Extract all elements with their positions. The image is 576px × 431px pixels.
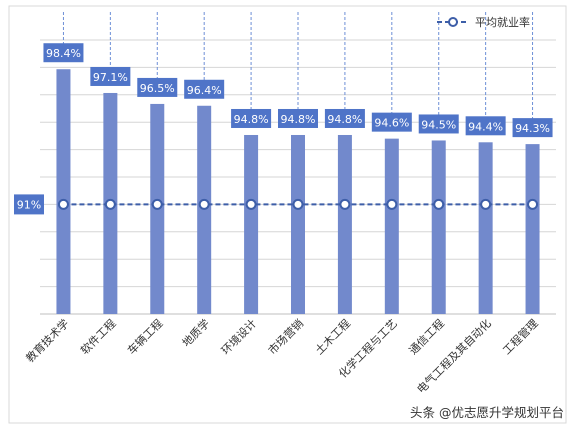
value-label: 94.5% — [421, 118, 456, 131]
value-label: 98.4% — [46, 47, 81, 60]
watermark-text: 头条 @优志愿升学规划平台 — [410, 405, 564, 420]
value-label: 94.3% — [515, 122, 550, 135]
legend: 平均就业率 — [437, 15, 530, 29]
value-label-box — [324, 108, 365, 128]
x-tick-label: 环境设计 — [218, 316, 259, 357]
bar-6 — [337, 134, 352, 314]
average-marker — [480, 198, 492, 210]
value-label-box — [90, 66, 131, 86]
average-marker — [292, 198, 304, 210]
value-label-box — [137, 77, 178, 97]
average-marker — [527, 198, 539, 210]
average-marker — [386, 198, 398, 210]
x-tick-label: 工程管理 — [500, 316, 541, 357]
value-label-box — [231, 108, 272, 128]
value-label-box — [278, 108, 318, 128]
x-tick-label: 市场营销 — [265, 316, 306, 357]
x-tick-label: 软件工程 — [77, 316, 118, 357]
average-marker — [339, 198, 351, 210]
value-labels: 98.4% 97.1% 96.5% 96.4% 94.8% 94.8% 94.8% 94.6%… — [43, 43, 553, 138]
average-marker — [151, 198, 163, 210]
x-tick-label: 车辆工程 — [124, 316, 165, 357]
average-line-group: 91% — [14, 194, 539, 215]
bar-9 — [478, 142, 493, 314]
bar-4 — [244, 134, 259, 314]
value-label: 96.5% — [140, 82, 175, 95]
bars — [56, 69, 540, 315]
bar-7 — [384, 138, 399, 314]
value-label: 94.8% — [327, 113, 362, 126]
average-marker — [433, 198, 445, 210]
average-marker — [57, 198, 69, 210]
value-label: 97.1% — [93, 71, 128, 84]
bar-10 — [525, 144, 540, 314]
value-label-box — [371, 112, 412, 132]
value-label-box — [465, 116, 506, 136]
value-label: 94.4% — [468, 120, 503, 133]
average-marker — [104, 198, 116, 210]
bar-8 — [431, 140, 446, 314]
legend-label: 平均就业率 — [475, 15, 530, 29]
value-label-box — [43, 43, 84, 63]
chart-border — [8, 5, 567, 424]
x-tick-label: 通信工程 — [407, 317, 447, 357]
value-label: 96.4% — [187, 84, 222, 97]
average-label-box — [14, 194, 44, 215]
average-marker — [198, 198, 210, 210]
value-label-box — [418, 114, 459, 134]
bar-0 — [56, 69, 71, 314]
value-label-box — [512, 118, 553, 138]
bar-5 — [291, 134, 305, 314]
average-marker — [245, 198, 257, 210]
value-label-box — [184, 79, 225, 99]
x-tick-label: 土木工程 — [313, 317, 353, 357]
value-label: 94.8% — [234, 113, 269, 126]
average-label: 91% — [17, 198, 41, 211]
value-label: 94.6% — [374, 117, 409, 130]
x-tick-label: 地质学 — [179, 316, 212, 349]
x-tick-label: 教育技术学 — [23, 316, 72, 365]
legend-marker — [448, 17, 458, 27]
value-label: 94.8% — [281, 113, 316, 126]
